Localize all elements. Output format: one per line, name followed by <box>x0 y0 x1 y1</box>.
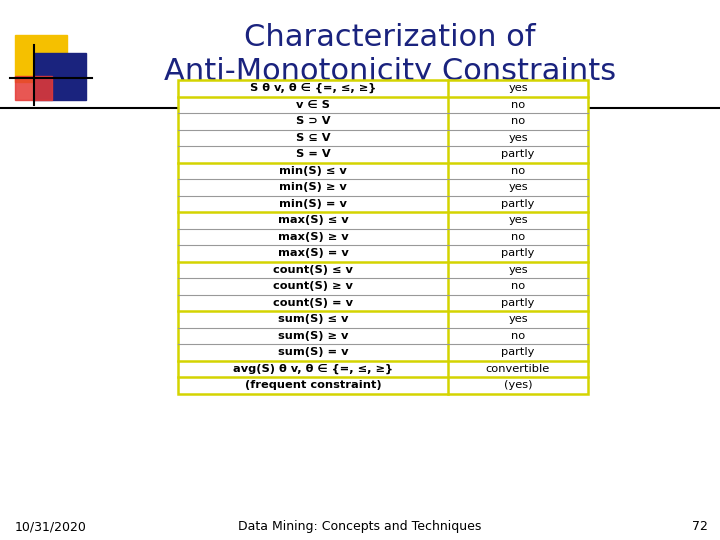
Text: (frequent constraint): (frequent constraint) <box>245 380 382 390</box>
Bar <box>178 80 588 394</box>
Text: v ∈ S: v ∈ S <box>296 100 330 110</box>
Text: yes: yes <box>508 183 528 192</box>
Bar <box>15 76 52 100</box>
Text: S ⊆ V: S ⊆ V <box>296 133 330 143</box>
Text: Characterization of: Characterization of <box>244 23 536 51</box>
Text: no: no <box>511 281 525 291</box>
Text: S θ v, θ ∈ {=, ≤, ≥}: S θ v, θ ∈ {=, ≤, ≥} <box>250 83 376 93</box>
Text: max(S) = v: max(S) = v <box>278 248 348 258</box>
Text: no: no <box>511 330 525 341</box>
Text: partly: partly <box>501 149 535 159</box>
Text: no: no <box>511 100 525 110</box>
Text: partly: partly <box>501 347 535 357</box>
Text: (yes): (yes) <box>504 380 532 390</box>
Text: partly: partly <box>501 298 535 308</box>
Text: convertible: convertible <box>486 364 550 374</box>
Text: Anti-Monotonicity Constraints: Anti-Monotonicity Constraints <box>164 57 616 85</box>
Text: no: no <box>511 166 525 176</box>
Text: min(S) ≤ v: min(S) ≤ v <box>279 166 347 176</box>
Bar <box>178 80 588 394</box>
Text: max(S) ≤ v: max(S) ≤ v <box>278 215 348 225</box>
Text: count(S) ≤ v: count(S) ≤ v <box>273 265 353 275</box>
Text: partly: partly <box>501 199 535 209</box>
Text: min(S) = v: min(S) = v <box>279 199 347 209</box>
Bar <box>34 53 86 100</box>
Text: 72: 72 <box>692 520 708 533</box>
Text: S ⊃ V: S ⊃ V <box>296 116 330 126</box>
Text: yes: yes <box>508 133 528 143</box>
Text: yes: yes <box>508 83 528 93</box>
Text: no: no <box>511 116 525 126</box>
Text: sum(S) ≥ v: sum(S) ≥ v <box>278 330 348 341</box>
Text: max(S) ≥ v: max(S) ≥ v <box>278 232 348 242</box>
Text: sum(S) = v: sum(S) = v <box>278 347 348 357</box>
Text: count(S) ≥ v: count(S) ≥ v <box>273 281 353 291</box>
Text: yes: yes <box>508 314 528 324</box>
Text: S = V: S = V <box>296 149 330 159</box>
Text: partly: partly <box>501 248 535 258</box>
Text: yes: yes <box>508 265 528 275</box>
Text: no: no <box>511 232 525 242</box>
Text: sum(S) ≤ v: sum(S) ≤ v <box>278 314 348 324</box>
Text: yes: yes <box>508 215 528 225</box>
Text: count(S) = v: count(S) = v <box>273 298 353 308</box>
Text: 10/31/2020: 10/31/2020 <box>15 520 87 533</box>
Text: Data Mining: Concepts and Techniques: Data Mining: Concepts and Techniques <box>238 520 482 533</box>
Bar <box>15 35 67 82</box>
Text: avg(S) θ v, θ ∈ {=, ≤, ≥}: avg(S) θ v, θ ∈ {=, ≤, ≥} <box>233 363 393 374</box>
Text: min(S) ≥ v: min(S) ≥ v <box>279 183 347 192</box>
